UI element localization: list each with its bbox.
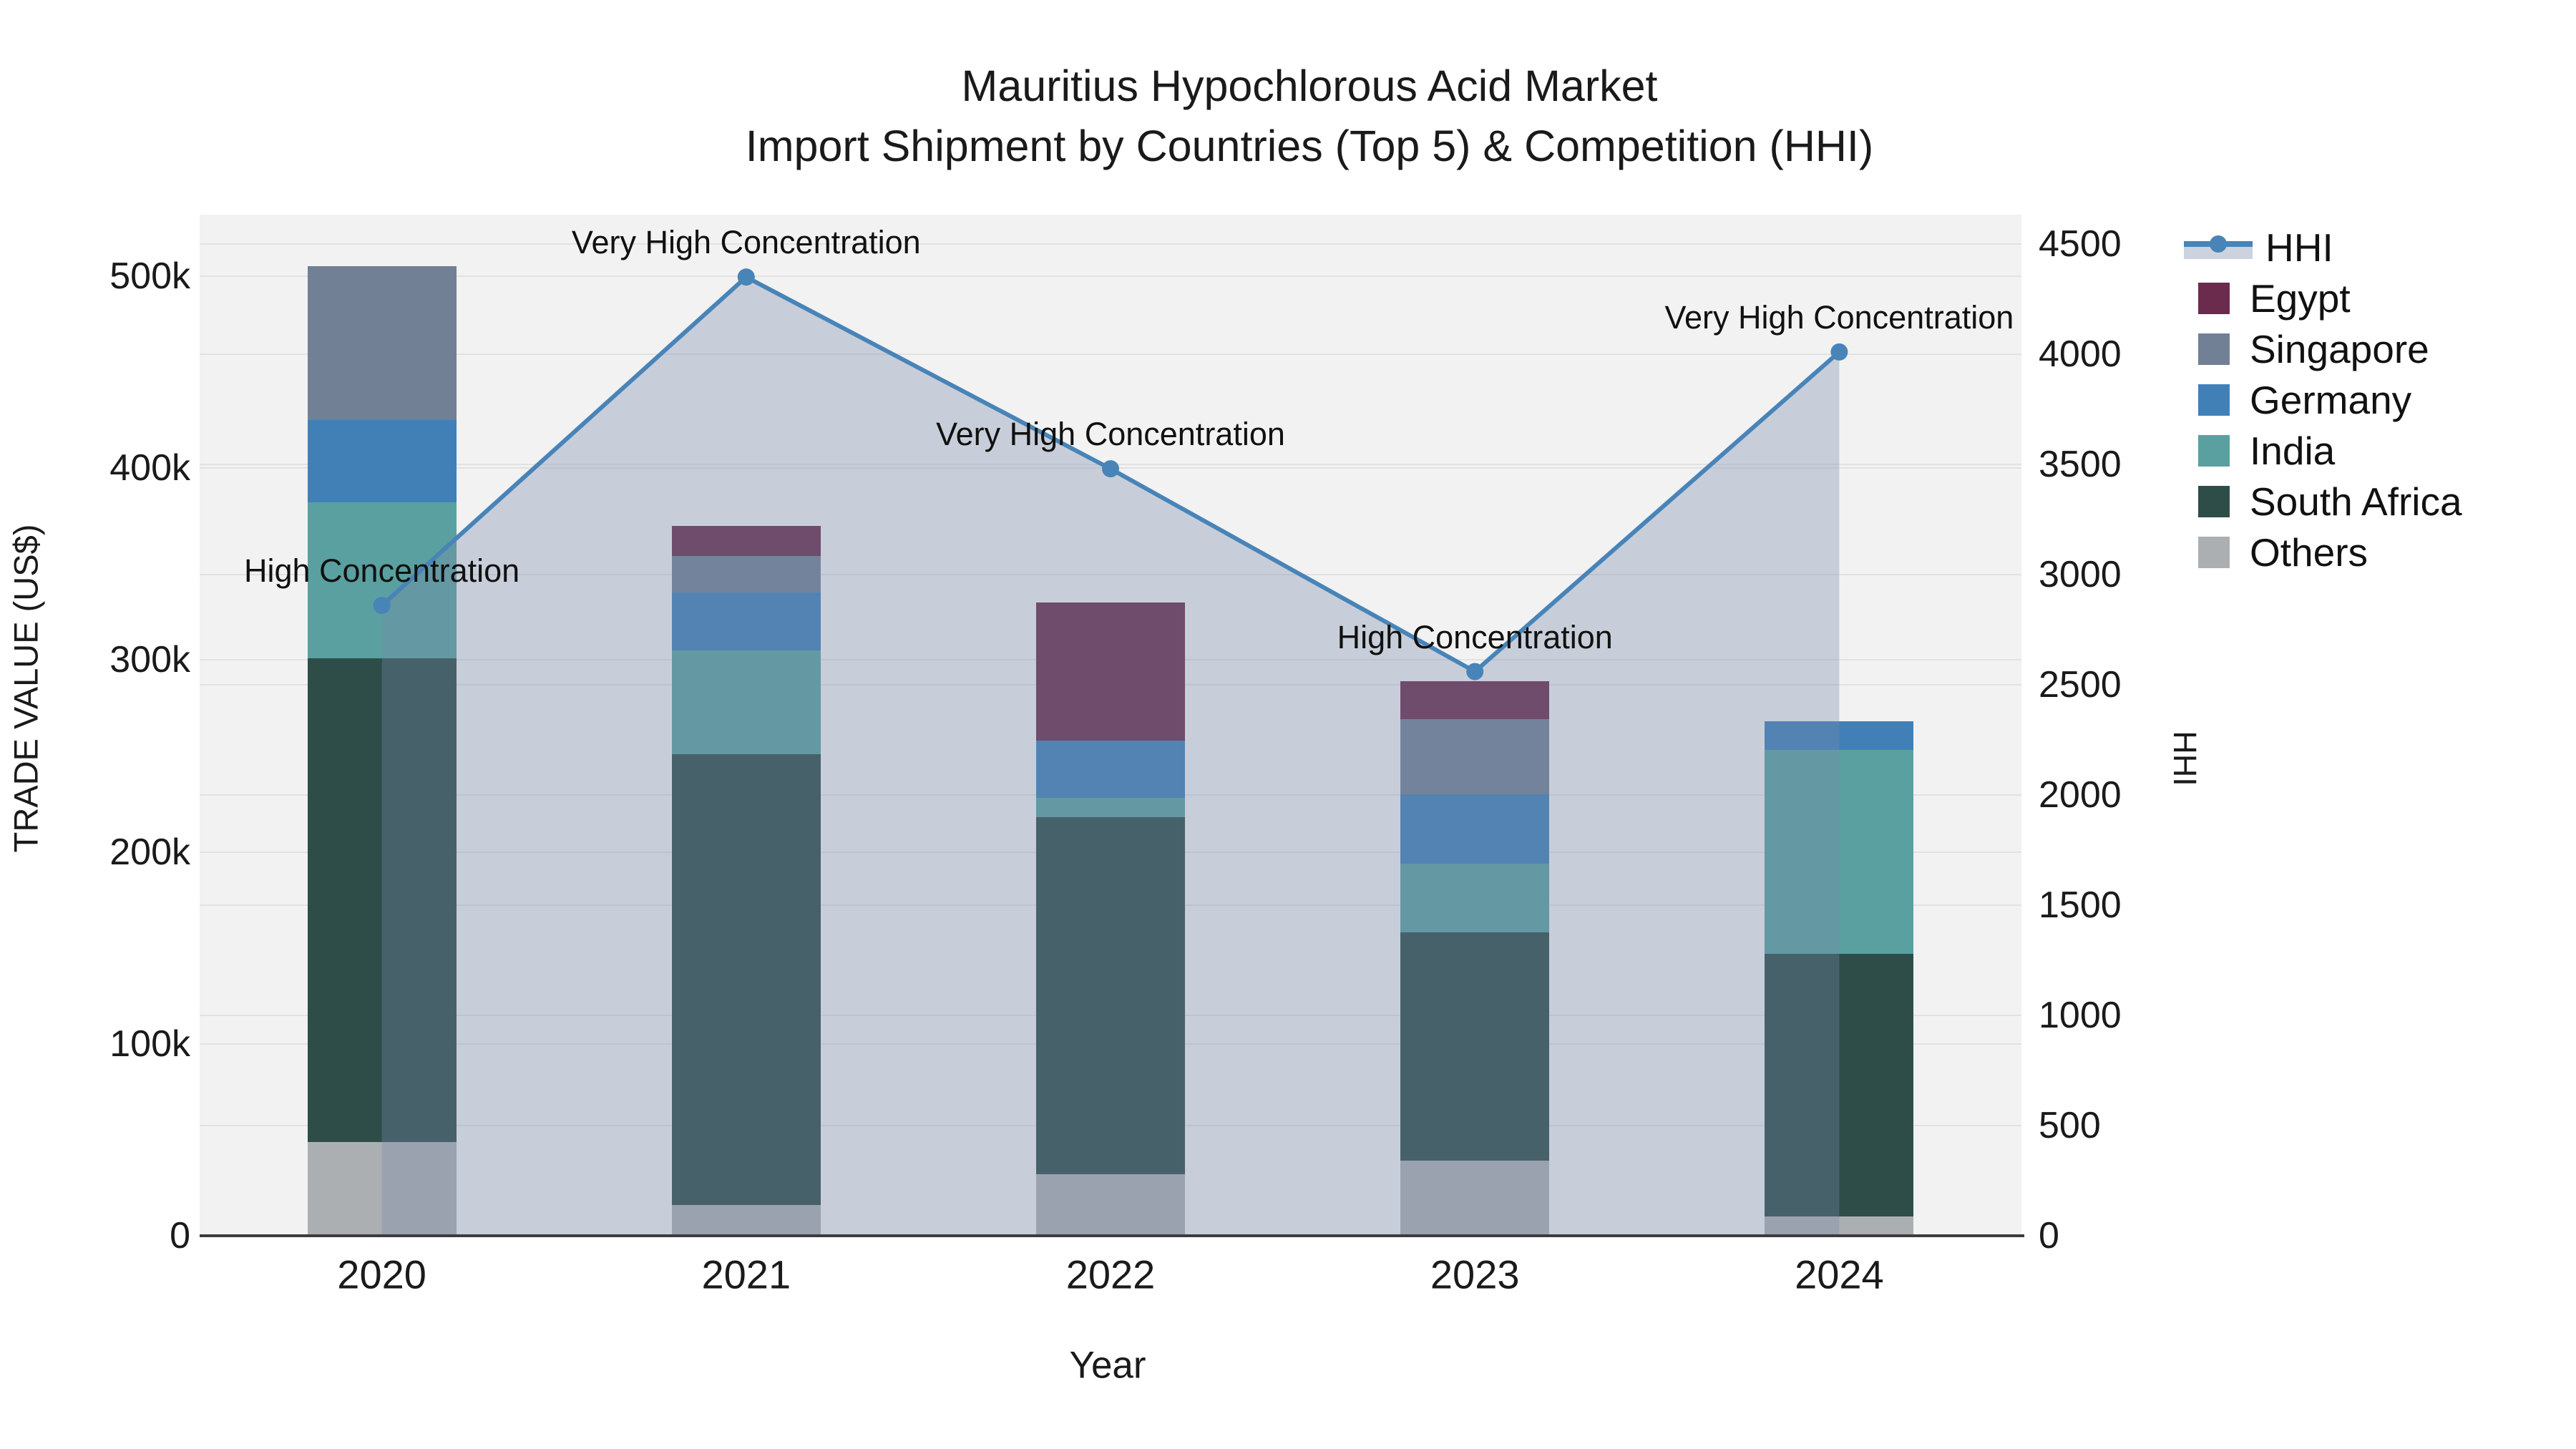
hhi-annotation-2021: Very High Concentration [571, 224, 921, 261]
hhi-legend-sample-icon [2184, 235, 2253, 259]
legend-swatch-egypt [2198, 282, 2230, 314]
legend-item-india: India [2198, 425, 2462, 476]
hhi-point-2021 [737, 268, 755, 286]
stacked-bar-2023 [1400, 680, 1550, 1236]
bar-segment-egypt-2023 [1400, 680, 1550, 720]
stacked-bar-2020 [307, 266, 457, 1236]
legend-label-south-africa: South Africa [2250, 479, 2462, 524]
hhi-point-2023 [1466, 663, 1484, 680]
legend-swatch-germany [2198, 384, 2230, 416]
bar-segment-south-africa-2022 [1036, 817, 1185, 1175]
bar-segment-india-2022 [1036, 798, 1185, 818]
x-tick-2024: 2024 [1795, 1252, 1884, 1297]
x-axis-line [200, 1234, 2024, 1237]
bar-segment-others-2022 [1036, 1174, 1185, 1236]
hhi-point-2022 [1102, 460, 1119, 478]
legend-label-egypt: Egypt [2250, 275, 2351, 321]
legend-label-hhi: HHI [2265, 225, 2333, 270]
left-tick-0: 0 [170, 1215, 190, 1257]
legend-item-others: Others [2198, 527, 2462, 577]
stacked-bar-2022 [1036, 602, 1185, 1236]
right-tick-4500: 4500 [2039, 223, 2122, 265]
right-tick-1500: 1500 [2039, 884, 2122, 926]
bar-segment-south-africa-2023 [1400, 932, 1550, 1161]
legend-label-others: Others [2250, 530, 2368, 575]
stacked-bar-2024 [1765, 721, 1914, 1236]
hhi-annotation-2022: Very High Concentration [936, 416, 1285, 453]
hhi-annotation-2020: High Concentration [243, 552, 520, 590]
right-axis-title: HHI [2167, 731, 2203, 786]
legend-item-germany: Germany [2198, 374, 2462, 425]
bar-segment-others-2020 [307, 1141, 457, 1236]
stacked-bar-2021 [671, 525, 821, 1236]
gridline-hhi-3500 [200, 463, 2021, 465]
bar-segment-others-2023 [1400, 1161, 1550, 1236]
bar-segment-india-2021 [671, 650, 821, 754]
gridline-trade-400k [200, 467, 2021, 469]
left-tick-300k: 300k [109, 639, 190, 681]
bar-segment-others-2024 [1765, 1216, 1914, 1236]
right-tick-2000: 2000 [2039, 774, 2122, 816]
chart-title: Mauritius Hypochlorous Acid Market Impor… [236, 56, 2383, 176]
legend-item-egypt: Egypt [2198, 273, 2462, 323]
legend-swatch-singapore [2198, 333, 2230, 365]
hhi-annotation-2023: High Concentration [1337, 618, 1613, 655]
left-tick-400k: 400k [109, 447, 190, 489]
legend-item-singapore: Singapore [2198, 323, 2462, 374]
right-tick-3500: 3500 [2039, 443, 2122, 485]
legend-item-hhi: HHI [2184, 222, 2462, 273]
x-tick-2022: 2022 [1065, 1252, 1156, 1297]
left-tick-200k: 200k [109, 831, 190, 873]
bar-segment-singapore-2021 [671, 556, 821, 593]
legend-swatch-south-africa [2198, 485, 2230, 517]
legend-item-south-africa: South Africa [2198, 476, 2462, 527]
plot-area: High Concentration Very High Concentratio… [200, 215, 2021, 1236]
x-tick-2023: 2023 [1430, 1252, 1520, 1297]
bar-segment-south-africa-2021 [671, 753, 821, 1206]
left-tick-100k: 100k [109, 1023, 190, 1065]
bar-segment-germany-2023 [1400, 794, 1550, 864]
bar-segment-germany-2022 [1036, 740, 1185, 799]
legend: HHI Egypt Singapore Germany India South Afric… [2184, 222, 2462, 577]
gridline-hhi-4500 [200, 243, 2021, 245]
chart-title-line2: Import Shipment by Countries (Top 5) & C… [745, 122, 1874, 170]
bar-segment-singapore-2023 [1400, 719, 1550, 795]
left-tick-500k: 500k [109, 255, 190, 297]
bar-segment-germany-2024 [1765, 721, 1914, 751]
legend-label-singapore: Singapore [2250, 326, 2429, 371]
bar-segment-india-2023 [1400, 863, 1550, 933]
bar-segment-south-africa-2024 [1765, 953, 1914, 1217]
bar-segment-others-2021 [671, 1205, 821, 1236]
legend-label-germany: Germany [2250, 377, 2412, 422]
right-tick-1000: 1000 [2039, 994, 2122, 1036]
hhi-point-2024 [1830, 343, 1848, 361]
bar-segment-germany-2021 [671, 592, 821, 650]
x-tick-2021: 2021 [701, 1252, 791, 1297]
legend-swatch-india [2198, 434, 2230, 467]
right-tick-2500: 2500 [2039, 663, 2122, 706]
bar-segment-egypt-2022 [1036, 602, 1185, 741]
bar-segment-germany-2020 [307, 420, 457, 503]
left-axis-title: TRADE VALUE (US$) [6, 524, 45, 853]
bar-segment-south-africa-2020 [307, 658, 457, 1142]
right-tick-0: 0 [2039, 1215, 2059, 1257]
right-tick-4000: 4000 [2039, 333, 2122, 375]
right-tick-500: 500 [2039, 1104, 2101, 1146]
bar-segment-egypt-2021 [671, 525, 821, 557]
gridline-hhi-4000 [200, 353, 2021, 355]
x-tick-2020: 2020 [337, 1252, 426, 1297]
legend-label-india: India [2250, 428, 2336, 473]
legend-swatch-others [2198, 536, 2230, 568]
bar-segment-india-2024 [1765, 750, 1914, 954]
right-tick-3000: 3000 [2039, 553, 2122, 595]
gridline-trade-500k [200, 275, 2021, 277]
bar-segment-singapore-2020 [307, 266, 457, 421]
x-axis-title: Year [1069, 1344, 1146, 1387]
hhi-annotation-2024: Very High Concentration [1664, 298, 2014, 336]
chart-title-line1: Mauritius Hypochlorous Acid Market [961, 62, 1658, 110]
